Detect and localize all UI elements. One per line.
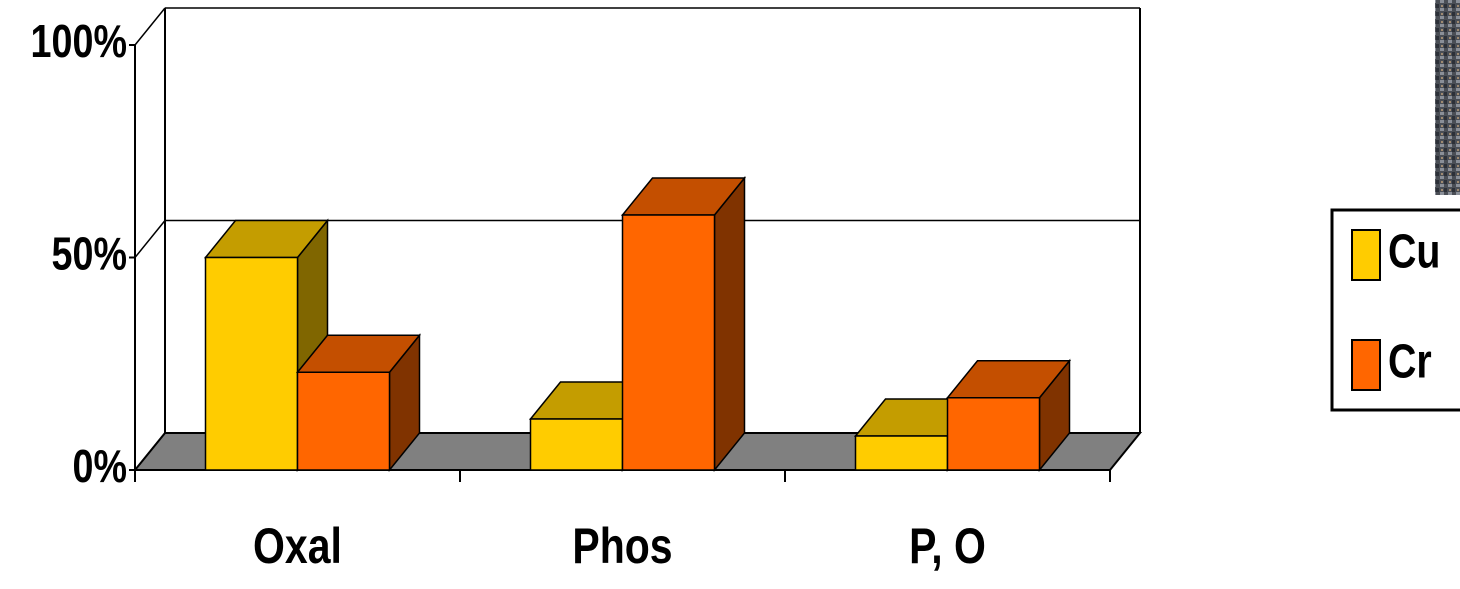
- bar: [948, 361, 1070, 470]
- x-tick-label: Phos: [572, 518, 672, 574]
- bar: [298, 335, 420, 470]
- bar-face: [715, 178, 745, 470]
- legend-label: Cr: [1388, 335, 1432, 389]
- legend-swatch: [1352, 340, 1380, 390]
- y-tick-label: 0%: [72, 441, 127, 492]
- x-tick-label: Oxal: [253, 518, 342, 574]
- bar-face: [856, 436, 948, 470]
- photo: [1435, 0, 1460, 195]
- bar-face: [623, 215, 715, 470]
- bar-face: [948, 398, 1040, 470]
- bar-face: [531, 419, 623, 470]
- legend-swatch: [1352, 230, 1380, 280]
- bar: [623, 178, 745, 470]
- x-tick-label: P, O: [909, 518, 986, 574]
- y-tick-label: 100%: [31, 16, 127, 67]
- bar-face: [298, 372, 390, 470]
- bar-face: [206, 258, 298, 471]
- y-tick-label: 50%: [52, 228, 127, 279]
- legend-label: Cu: [1388, 225, 1440, 279]
- grid-line: [135, 8, 165, 45]
- chart: 0% 50% 100% Oxal Phos P, O Cu Cr: [0, 0, 1460, 589]
- grid-line: [135, 221, 165, 258]
